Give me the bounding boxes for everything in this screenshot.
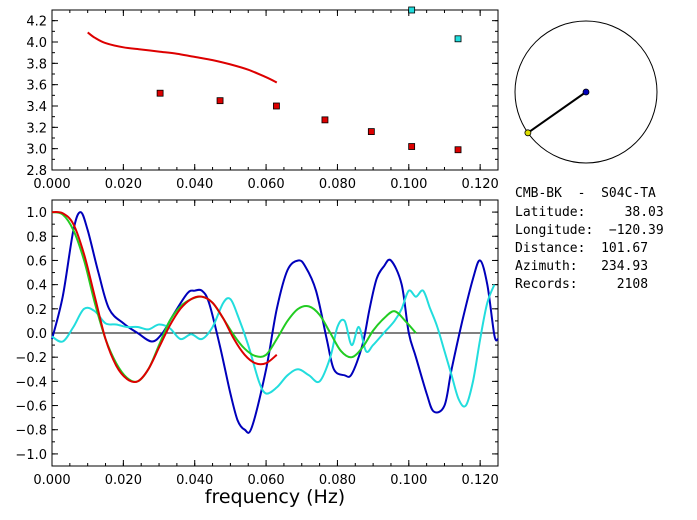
x-tick-label: 0.060 [247, 473, 284, 488]
records: Records: 2108 [515, 277, 648, 292]
y-tick-label: 3.4 [26, 100, 47, 115]
x-tick-label: 0.080 [319, 177, 356, 192]
x-tick-label: 0.100 [390, 473, 427, 488]
top-plot-frame [51, 9, 499, 171]
station-info: CMB-BK - S04C-TA Latitude: 38.03 Longitu… [515, 186, 664, 292]
distance: Distance: 101.67 [515, 241, 648, 256]
x-tick-label: 0.100 [390, 177, 427, 192]
coherency-curve-blue [51, 211, 499, 434]
station-pair: CMB-BK - S04C-TA [515, 186, 656, 201]
y-tick-label: 1.0 [26, 206, 47, 221]
coherency-curve-cyan [51, 284, 496, 408]
data-point-red [156, 89, 164, 97]
data-point-red [408, 143, 416, 150]
station-dot [582, 88, 590, 96]
azimuth-compass [514, 20, 658, 164]
y-tick-label: 0.4 [26, 279, 47, 294]
data-point-red [321, 116, 329, 124]
y-tick-label: 0.0 [26, 327, 47, 342]
x-tick-label: 0.060 [247, 177, 284, 192]
top-curves [87, 31, 278, 84]
y-tick-label: −1.0 [15, 448, 47, 463]
x-tick-label: 0.020 [105, 473, 142, 488]
x-tick-label: 0.000 [33, 473, 70, 488]
x-axis-label: frequency (Hz) [205, 486, 345, 508]
compass-circle [514, 20, 658, 164]
top-x-axis: 0.000 0.020 0.040 0.060 0.080 0.100 0.120 [33, 10, 499, 192]
y-tick-label: 3.6 [26, 79, 47, 94]
y-tick-label: −0.2 [15, 351, 47, 366]
coherency-curve-red [51, 211, 278, 384]
data-point-cyan [408, 6, 416, 14]
x-tick-label: 0.040 [176, 473, 213, 488]
latitude: Latitude: 38.03 [515, 205, 664, 220]
x-tick-label: 0.120 [462, 177, 499, 192]
data-point-red [367, 128, 375, 136]
data-point-cyan [454, 35, 462, 43]
y-tick-label: 4.2 [26, 15, 47, 30]
data-point-red [273, 102, 280, 110]
y-tick-label: 2.8 [26, 164, 47, 179]
top-y-axis: 2.8 3.0 3.2 3.4 3.6 3.8 4.0 4.2 [26, 9, 498, 179]
y-tick-label: 3.2 [26, 121, 47, 136]
x-tick-label: 0.020 [105, 177, 142, 192]
top-points [156, 6, 462, 154]
y-tick-label: 0.8 [26, 230, 47, 245]
bottom-curves [51, 211, 499, 434]
bottom-y-axis: 1.0 0.8 0.6 0.4 0.2 0.0 −0.2 −0.4 −0.6 −0.8 −1.0 [15, 199, 498, 467]
data-point-red [216, 97, 224, 105]
y-tick-label: −0.4 [15, 375, 47, 390]
dispersion-curve-red [87, 31, 278, 84]
y-tick-label: 3.8 [26, 57, 47, 72]
y-tick-label: 0.6 [26, 254, 47, 269]
y-tick-label: −0.8 [15, 424, 47, 439]
azimuth: Azimuth: 234.93 [515, 259, 648, 274]
bottom-chart: 1.0 0.8 0.6 0.4 0.2 0.0 −0.2 −0.4 −0.6 −0.8 −1.0 0… [15, 199, 499, 508]
x-tick-label: 0.080 [319, 473, 356, 488]
coherency-curve-green [51, 211, 417, 383]
data-point-red [454, 146, 462, 154]
y-tick-label: 0.2 [26, 303, 47, 318]
y-tick-label: 4.0 [26, 36, 47, 51]
y-tick-label: −0.6 [15, 400, 47, 415]
x-tick-label: 0.000 [33, 177, 70, 192]
x-tick-label: 0.040 [176, 177, 213, 192]
longitude: Longitude: −120.39 [515, 223, 664, 238]
y-tick-label: 3.0 [26, 143, 47, 158]
bottom-x-axis: 0.000 0.020 0.040 0.060 0.080 0.100 0.120 [33, 200, 499, 488]
source-dot [524, 129, 532, 137]
top-chart: 2.8 3.0 3.2 3.4 3.6 3.8 4.0 4.2 0.000 0.020 0.040… [26, 6, 499, 192]
azimuth-line [527, 91, 587, 134]
x-tick-label: 0.120 [462, 473, 499, 488]
